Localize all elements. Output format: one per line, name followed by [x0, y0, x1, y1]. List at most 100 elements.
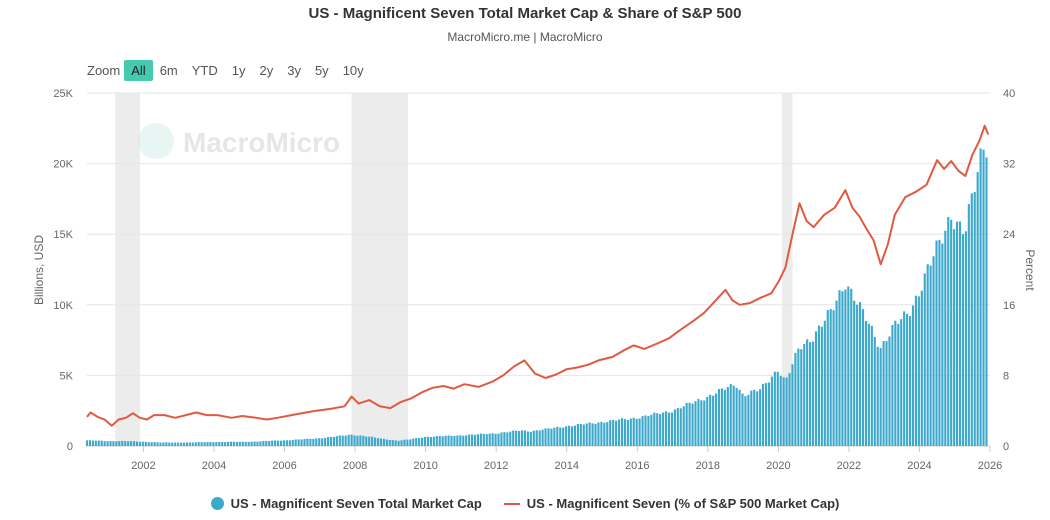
bar: [326, 437, 330, 446]
bar: [253, 441, 256, 446]
zoom-10y-button[interactable]: 10y: [342, 62, 364, 78]
chart-area[interactable]: MacroMicro 0 0 5K 8 10K 16 15K 24 20K 32 25K 40 2002…: [0, 0, 1050, 490]
zoom-all-button[interactable]: All: [124, 59, 153, 81]
bar: [756, 391, 759, 446]
bar: [906, 313, 909, 446]
bar: [130, 441, 133, 446]
bar: [306, 438, 309, 446]
bar: [688, 402, 691, 446]
bar: [717, 389, 721, 446]
bar: [350, 434, 353, 446]
bar: [850, 288, 853, 446]
bar: [112, 441, 115, 446]
x-axis-tick-label: 2012: [484, 460, 508, 472]
bar: [961, 233, 965, 446]
bar: [376, 438, 380, 446]
bar: [947, 216, 950, 446]
left-axis-title: Billions, USD: [32, 235, 46, 305]
bar: [603, 422, 606, 446]
right-axis-tick-label: 8: [1003, 370, 1009, 382]
bar: [485, 434, 488, 446]
legend-item-market-cap[interactable]: US - Magnificent Seven Total Market Cap: [210, 496, 482, 511]
zoom-2y-button[interactable]: 2y: [259, 62, 274, 78]
bar: [767, 382, 771, 446]
bar: [312, 438, 315, 446]
bar: [891, 324, 894, 446]
x-axis-tick-label: 2008: [343, 460, 367, 472]
bar: [576, 423, 579, 446]
bar: [294, 439, 297, 446]
left-axis-tick-label: 25K: [53, 88, 73, 100]
bar: [453, 436, 456, 446]
bar: [356, 435, 359, 446]
bar: [832, 310, 835, 446]
bar: [88, 440, 91, 446]
bar: [85, 440, 89, 446]
bar: [908, 316, 912, 446]
bar: [353, 435, 356, 446]
x-axis-tick-label: 2010: [413, 460, 437, 472]
bar: [606, 422, 609, 446]
bar: [544, 428, 547, 446]
bar: [526, 431, 529, 446]
bar: [967, 203, 970, 446]
watermark-text: MacroMicro: [183, 127, 340, 158]
bar: [632, 417, 635, 446]
bar: [232, 441, 236, 446]
bar: [468, 434, 471, 446]
bar: [91, 440, 94, 446]
bar: [811, 341, 815, 446]
bar: [723, 389, 726, 446]
bar: [703, 400, 706, 446]
bar: [403, 439, 406, 446]
bar: [597, 422, 600, 446]
bar: [550, 428, 553, 446]
bar: [200, 442, 203, 446]
bar: [747, 394, 750, 446]
bar: [582, 424, 585, 446]
bar: [523, 430, 527, 446]
bar: [932, 256, 935, 446]
x-axis-tick-label: 2022: [837, 460, 861, 472]
bar: [491, 433, 494, 446]
bar: [262, 440, 265, 446]
bar: [753, 389, 756, 446]
legend-item-share[interactable]: US - Magnificent Seven (% of S&P 500 Mar…: [503, 496, 839, 511]
bar: [324, 437, 327, 446]
bar: [335, 436, 338, 446]
zoom-6m-button[interactable]: 6m: [159, 62, 178, 78]
bar: [547, 428, 550, 446]
bar: [415, 438, 418, 446]
bar: [447, 435, 450, 446]
bar: [844, 289, 847, 446]
bar: [712, 395, 715, 446]
bar: [347, 434, 350, 446]
zoom-5y-button[interactable]: 5y: [314, 62, 329, 78]
bar: [456, 435, 459, 446]
bar: [665, 411, 668, 446]
bar: [229, 441, 233, 446]
x-axis-tick-label: 2024: [907, 460, 931, 472]
bar: [953, 229, 956, 446]
left-axis-tick-label: 20K: [53, 159, 73, 171]
bar: [291, 440, 294, 446]
bar: [579, 423, 582, 446]
left-axis-tick-label: 0: [67, 441, 73, 453]
bar: [382, 438, 385, 446]
bar: [976, 172, 979, 446]
bar: [958, 221, 962, 446]
bar: [764, 383, 768, 446]
bar: [406, 439, 409, 446]
zoom-ytd-button[interactable]: YTD: [191, 62, 218, 78]
bar-series: [85, 148, 988, 447]
bar: [861, 309, 865, 446]
bar: [729, 383, 732, 446]
bar: [465, 435, 468, 446]
zoom-1y-button[interactable]: 1y: [231, 62, 246, 78]
zoom-3y-button[interactable]: 3y: [287, 62, 301, 78]
bar: [685, 402, 688, 446]
chart-title: US - Magnificent Seven Total Market Cap …: [308, 5, 742, 22]
bar: [659, 414, 662, 446]
bar: [115, 441, 118, 446]
bar: [494, 433, 497, 446]
